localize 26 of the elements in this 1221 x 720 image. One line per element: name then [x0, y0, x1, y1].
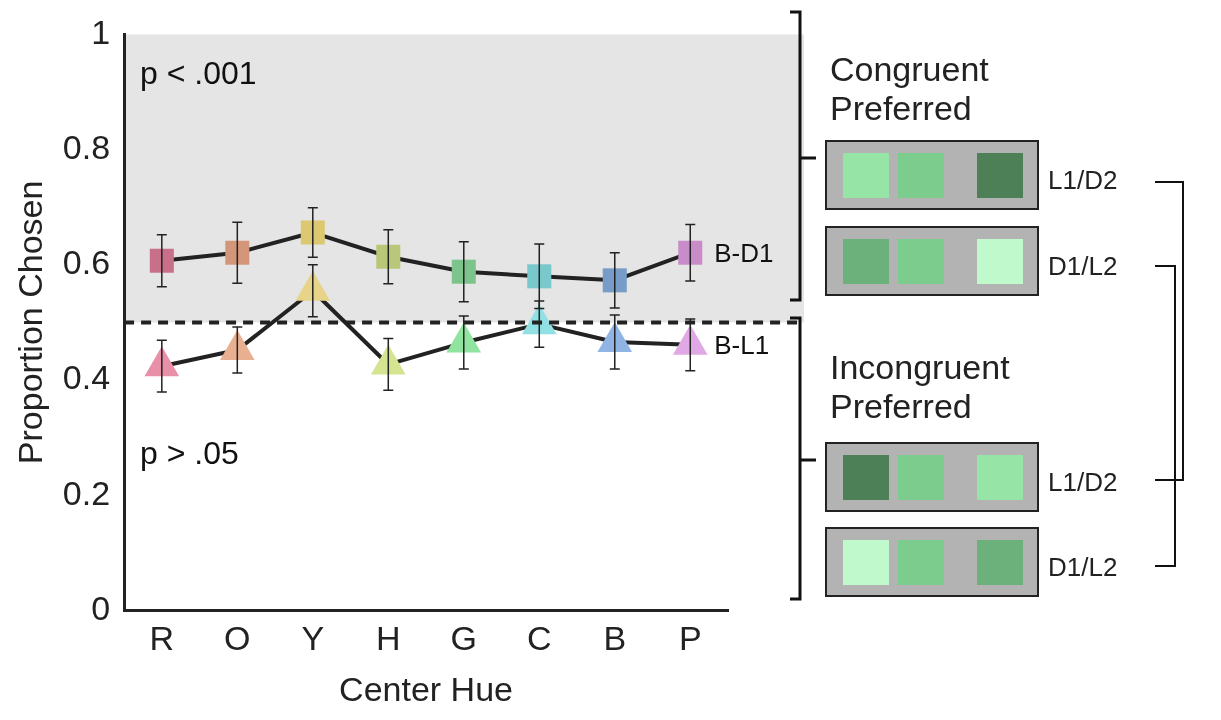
x-tick-label: B: [603, 619, 627, 658]
y-tick-label: 0: [91, 588, 111, 627]
y-tick-label: 1: [91, 12, 111, 51]
series-label: B-D1: [714, 237, 774, 268]
y-tick-label: 0.4: [62, 358, 111, 397]
y-tick-label: 0.8: [62, 127, 111, 166]
y-tick-label: 0.2: [62, 473, 111, 512]
x-tick-label: R: [149, 619, 175, 658]
text: L1/D2: [1048, 165, 1118, 196]
y-tick-label: 0.6: [62, 243, 111, 282]
y-axis-title: Proportion Chosen: [10, 180, 49, 465]
text: Congruent Preferred: [830, 50, 990, 129]
x-tick-label: G: [450, 619, 477, 658]
x-axis-title: Center Hue: [339, 669, 513, 708]
annotation: p > .05: [140, 434, 239, 471]
text: Incongruent Preferred: [830, 348, 1011, 427]
x-tick-label: Y: [301, 619, 325, 658]
text: D1/L2: [1048, 552, 1118, 583]
x-tick-label: P: [678, 619, 702, 658]
series-label: B-L1: [714, 330, 770, 361]
x-tick-label: H: [376, 619, 401, 658]
annotation: p < .001: [140, 54, 257, 91]
text: D1/L2: [1048, 251, 1118, 282]
text: L1/D2: [1048, 467, 1118, 498]
x-tick-label: C: [526, 619, 552, 658]
x-tick-label: O: [224, 619, 251, 658]
